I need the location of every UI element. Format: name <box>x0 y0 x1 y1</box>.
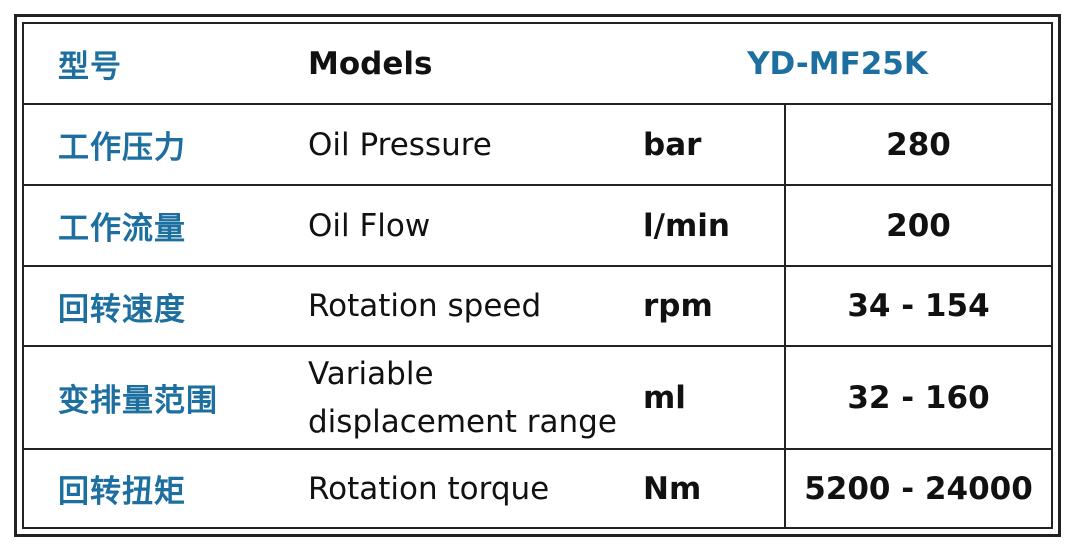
row-label-zh: 工作流量 <box>58 211 186 247</box>
row-unit: bar <box>643 126 702 163</box>
row-label-en-line1: Variable <box>308 355 434 392</box>
row-label-zh: 回转速度 <box>58 291 186 328</box>
model-name: YD-MF25K <box>747 45 928 82</box>
row-value: 32 - 160 <box>784 347 1051 448</box>
row-unit: ml <box>643 379 686 416</box>
header-label-zh: 型号 <box>58 49 122 85</box>
row-label-en: Variable displacement range <box>308 347 638 448</box>
row-label-en: Oil Pressure <box>308 126 492 163</box>
row-label-en-line2: displacement range <box>308 403 617 440</box>
table-row-rotation-torque: 回转扭矩 Rotation torque Nm 5200 - 24000 <box>24 450 1051 527</box>
row-label-zh: 工作压力 <box>58 130 186 166</box>
header-label-en: Models <box>308 45 433 82</box>
row-unit: rpm <box>643 288 713 324</box>
table-row-rotation-speed: 回转速度 Rotation speed rpm 34 - 154 <box>24 267 1051 347</box>
row-value: 5200 - 24000 <box>784 450 1051 527</box>
table-row-oil-flow: 工作流量 Oil Flow l/min 200 <box>24 186 1051 267</box>
spec-table: 型号 Models YD-MF25K 工作压力 Oil Pressure bar… <box>22 22 1053 529</box>
table-header-row: 型号 Models YD-MF25K <box>24 24 1051 105</box>
row-value: 280 <box>784 105 1051 184</box>
row-label-zh: 变排量范围 <box>58 383 218 419</box>
row-label-en: Rotation torque <box>308 470 550 507</box>
table-row-oil-pressure: 工作压力 Oil Pressure bar 280 <box>24 105 1051 186</box>
row-value: 200 <box>784 186 1051 265</box>
row-value: 34 - 154 <box>784 267 1051 345</box>
row-label-en: Rotation speed <box>308 288 542 324</box>
row-label-zh: 回转扭矩 <box>58 474 186 510</box>
row-unit: l/min <box>643 207 730 244</box>
row-label-en: Oil Flow <box>308 207 431 244</box>
table-row-displacement-range: 变排量范围 Variable displacement range ml 32 … <box>24 347 1051 450</box>
row-unit: Nm <box>643 470 702 507</box>
